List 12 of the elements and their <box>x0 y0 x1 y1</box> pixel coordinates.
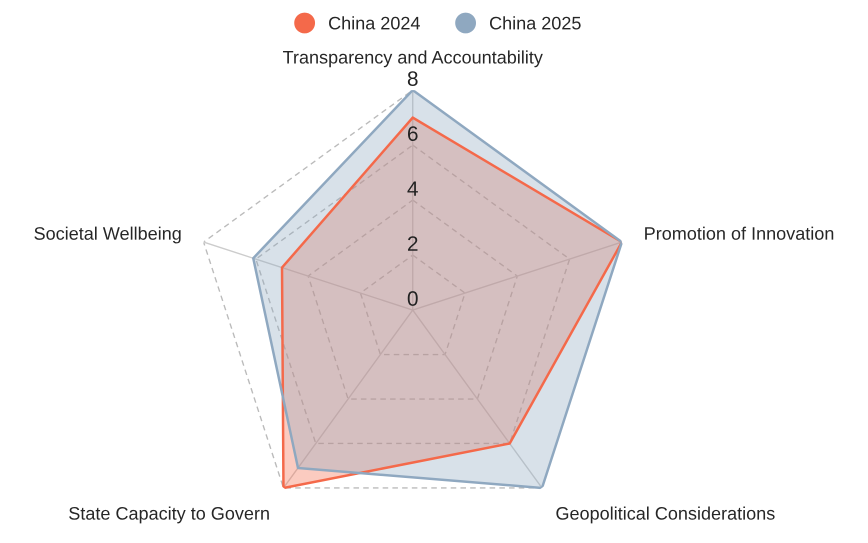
spoke-label: Geopolitical Considerations <box>556 506 775 524</box>
y-tick-label: 8 <box>408 71 418 86</box>
y-tick-label: 2 <box>408 236 418 251</box>
spoke-label: State Capacity to Govern <box>69 506 269 524</box>
legend-label: China 2025 <box>490 16 581 30</box>
spoke-label: Promotion of Innovation <box>645 226 834 240</box>
spoke-label: Societal Wellbeing <box>34 226 181 244</box>
y-tick-label: 6 <box>408 126 418 141</box>
y-tick-label: 0 <box>408 291 418 306</box>
spoke-label: Transparency and Accountability <box>283 50 543 68</box>
y-tick-label: 4 <box>407 181 418 196</box>
legend-label: China 2024 <box>329 16 420 30</box>
